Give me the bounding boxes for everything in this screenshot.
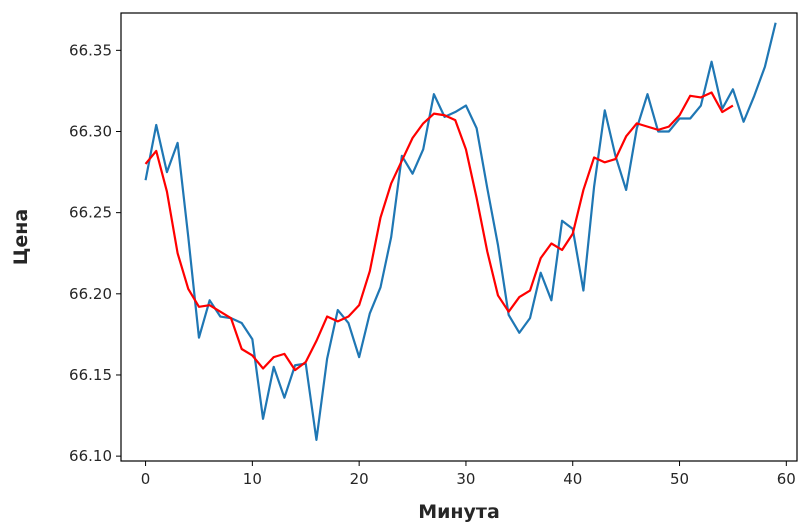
plot-area [144,22,777,441]
series-line-1 [144,91,734,372]
x-tick-label: 50 [670,470,689,488]
x-axis-label: Минута [418,501,500,522]
y-axis-label: Цена [10,209,32,265]
y-axis: 66.10 66.15 66.20 66.25 66.30 66.35 [69,41,121,465]
x-tick-label: 0 [141,470,151,488]
y-tick-label: 66.15 [69,366,112,384]
x-tick-label: 10 [243,470,262,488]
y-tick-label: 66.30 [69,122,112,140]
y-tick-label: 66.25 [69,204,112,222]
x-axis: 0 10 20 30 40 50 60 [141,461,796,488]
y-tick-label: 66.10 [69,447,112,465]
y-tick-label: 66.35 [69,41,112,59]
y-tick-label: 66.20 [69,285,112,303]
x-tick-label: 20 [350,470,369,488]
x-tick-label: 30 [456,470,475,488]
x-tick-label: 60 [777,470,796,488]
plot-frame [120,12,798,462]
series-line-0 [144,22,777,441]
x-tick-label: 40 [563,470,582,488]
